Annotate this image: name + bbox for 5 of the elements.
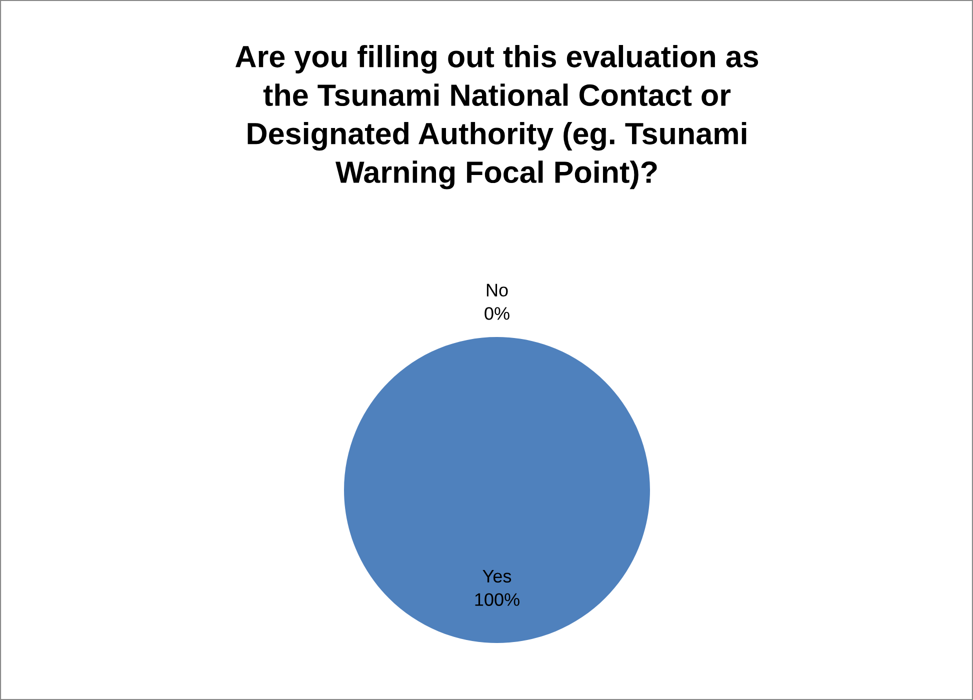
chart-title: Are you filling out this evaluation as the Tsunami National Contact or Designated Authority (eg. Tsunami Warning Focal Point)? bbox=[235, 45, 758, 190]
slice-label: Yes bbox=[482, 570, 512, 583]
category-label: No bbox=[486, 284, 508, 296]
text: 0% bbox=[484, 307, 510, 320]
data-label: 100% bbox=[475, 593, 520, 606]
